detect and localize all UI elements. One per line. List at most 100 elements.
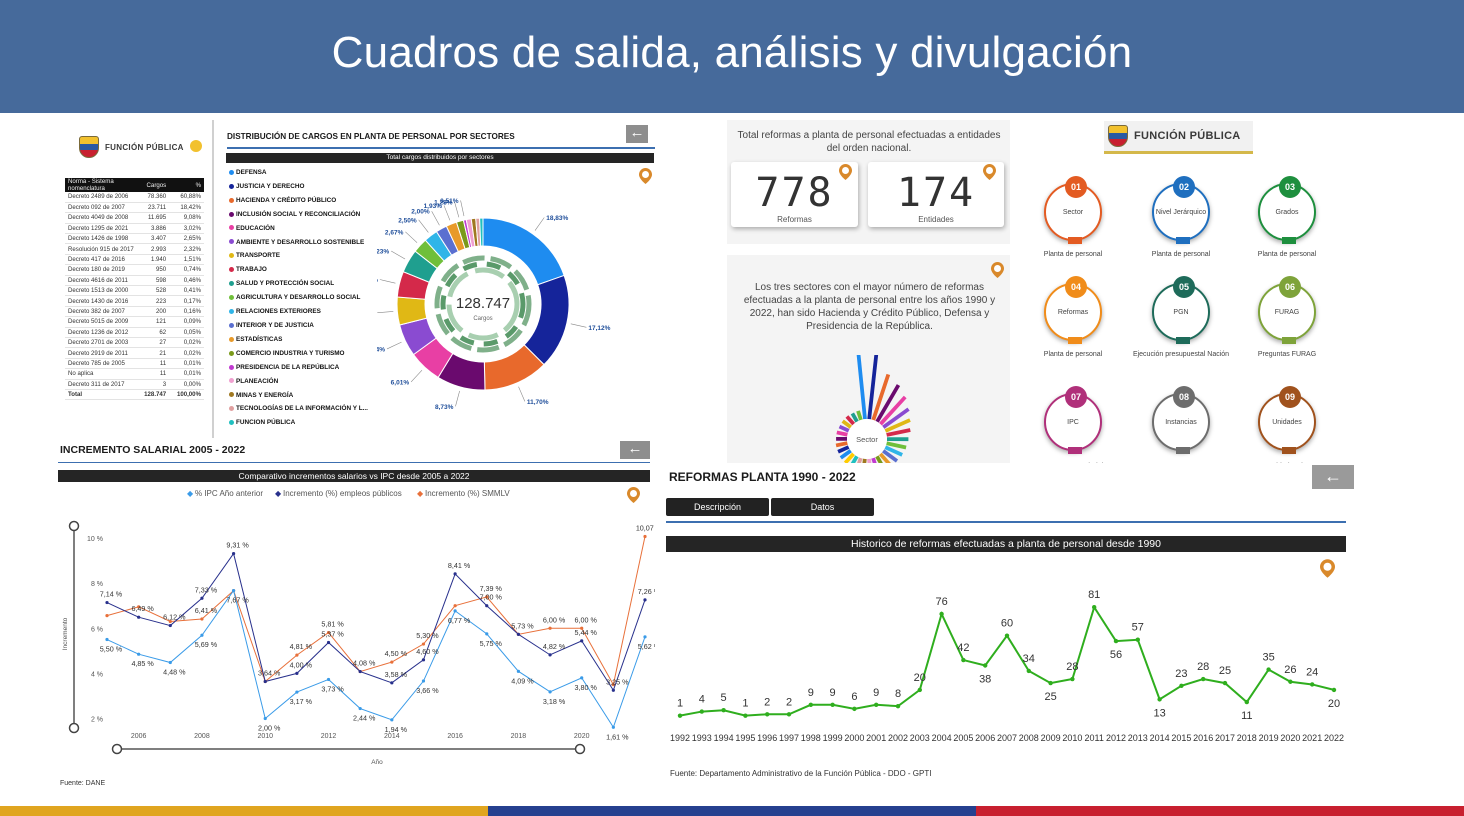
- reformas-point[interactable]: [808, 702, 813, 707]
- series-point[interactable]: [390, 681, 394, 685]
- table-row[interactable]: Decreto 1430 de 2016 223 0,17%: [65, 295, 204, 307]
- x-range-slider-handle[interactable]: [574, 743, 586, 755]
- table-row[interactable]: Decreto 180 de 2019 950 0,74%: [65, 264, 204, 276]
- legend-item[interactable]: INTERIOR Y DE JUSTICIA: [229, 319, 368, 333]
- legend-label[interactable]: Incremento (%) empleos públicos: [283, 489, 402, 498]
- legend-item[interactable]: ESTADÍSTICAS: [229, 333, 368, 347]
- series-point[interactable]: [453, 609, 457, 613]
- legend-item[interactable]: SALUD Y PROTECCIÓN SOCIAL: [229, 277, 368, 291]
- table-row[interactable]: Decreto 2919 de 2011 21 0,02%: [65, 347, 204, 359]
- series-point[interactable]: [231, 552, 236, 556]
- series-point[interactable]: [485, 604, 489, 608]
- sector-bar[interactable]: [884, 445, 903, 457]
- info-pin-icon[interactable]: [1320, 559, 1335, 578]
- series-point[interactable]: [326, 640, 331, 645]
- reformas-point[interactable]: [1244, 699, 1249, 705]
- table-row[interactable]: Decreto 2489 de 2006 78.360 60,88%: [65, 192, 204, 203]
- series-point[interactable]: [453, 604, 457, 608]
- menu-item-unidades[interactable]: 09 Unidades: [1258, 386, 1316, 454]
- sector-bar[interactable]: [843, 452, 855, 465]
- series-point[interactable]: [390, 660, 394, 664]
- legend-item[interactable]: MINAS Y ENERGÍA: [229, 389, 368, 403]
- donut-slice[interactable]: [479, 217, 484, 247]
- reformas-point[interactable]: [786, 712, 792, 717]
- reformas-point[interactable]: [721, 708, 726, 713]
- sector-bar[interactable]: [882, 407, 910, 429]
- sector-bar[interactable]: [867, 355, 879, 420]
- series-point[interactable]: [611, 688, 615, 692]
- legend-item[interactable]: JUSTICIA Y DERECHO: [229, 180, 368, 194]
- legend-label[interactable]: % IPC Año anterior: [195, 489, 263, 498]
- sector-bar[interactable]: [884, 418, 911, 433]
- series-point[interactable]: [231, 588, 236, 593]
- series-point[interactable]: [580, 676, 584, 680]
- table-row[interactable]: No aplica 11 0,01%: [65, 368, 204, 380]
- sector-bar[interactable]: [886, 428, 911, 437]
- info-pin-icon[interactable]: [983, 164, 996, 180]
- series-point[interactable]: [358, 706, 362, 711]
- menu-item-ipc[interactable]: 07 IPC: [1044, 386, 1102, 454]
- reformas-point[interactable]: [699, 709, 704, 714]
- series-point[interactable]: [168, 660, 172, 665]
- series-line[interactable]: [106, 552, 646, 692]
- legend-item[interactable]: HACIENDA Y CRÉDITO PÚBLICO: [229, 194, 368, 208]
- back-arrow-icon[interactable]: ←: [626, 125, 648, 143]
- series-point[interactable]: [326, 630, 331, 635]
- series-point[interactable]: [295, 671, 299, 675]
- table-row[interactable]: Decreto 1295 de 2021 3.886 3,02%: [65, 223, 204, 235]
- table-row[interactable]: Decreto 1236 de 2012 62 0,05%: [65, 327, 204, 338]
- reformas-point[interactable]: [1331, 687, 1337, 693]
- menu-item-pgn[interactable]: 05 PGN: [1152, 276, 1210, 344]
- reformas-point[interactable]: [1135, 637, 1140, 642]
- table-row[interactable]: Resolución 915 de 2017 2.993 2,32%: [65, 243, 204, 255]
- legend-item[interactable]: RELACIONES EXTERIORES: [229, 305, 368, 319]
- y-range-slider-handle[interactable]: [68, 722, 80, 734]
- info-pin-icon[interactable]: [991, 262, 1004, 278]
- series-point[interactable]: [643, 534, 647, 539]
- table-row[interactable]: Decreto 4049 de 2008 11.695 9,08%: [65, 212, 204, 224]
- series-point[interactable]: [421, 642, 426, 646]
- reformas-point[interactable]: [1266, 667, 1271, 672]
- series-point[interactable]: [105, 600, 109, 605]
- legend-item[interactable]: PLANEACIÓN: [229, 375, 368, 389]
- series-point[interactable]: [421, 658, 426, 662]
- reformas-point[interactable]: [1201, 676, 1206, 682]
- reformas-point[interactable]: [1113, 638, 1119, 644]
- reformas-point[interactable]: [1004, 633, 1010, 638]
- sector-bar[interactable]: [856, 410, 863, 421]
- series-line[interactable]: [106, 536, 646, 687]
- info-pin-icon[interactable]: [627, 487, 640, 503]
- menu-item-nivel-jerárquico[interactable]: 02 Nivel Jerárquico: [1152, 176, 1210, 244]
- series-point[interactable]: [295, 653, 299, 657]
- series-point[interactable]: [137, 615, 141, 619]
- table-row[interactable]: Decreto 311 de 2017 3 0,00%: [65, 379, 204, 390]
- reformas-point[interactable]: [677, 713, 683, 718]
- legend-item[interactable]: EDUCACIÓN: [229, 222, 368, 236]
- series-point[interactable]: [168, 623, 172, 628]
- series-point[interactable]: [485, 632, 489, 636]
- lightbulb-icon[interactable]: [190, 140, 202, 152]
- menu-item-instancias[interactable]: 08 Instancias: [1152, 386, 1210, 454]
- series-point[interactable]: [548, 690, 552, 694]
- series-point[interactable]: [358, 669, 362, 674]
- series-point[interactable]: [168, 619, 172, 624]
- sector-bar[interactable]: [886, 441, 907, 450]
- reformas-point[interactable]: [1222, 680, 1228, 686]
- info-pin-icon[interactable]: [639, 168, 652, 184]
- table-row[interactable]: Decreto 5015 de 2009 121 0,09%: [65, 316, 204, 328]
- legend-item[interactable]: TECNOLOGÍAS DE LA INFORMACIÓN Y L...: [229, 402, 368, 416]
- series-point[interactable]: [295, 690, 299, 694]
- reformas-point[interactable]: [830, 702, 835, 707]
- reformas-point[interactable]: [1048, 680, 1053, 686]
- y-range-slider-handle[interactable]: [68, 520, 80, 532]
- series-point[interactable]: [200, 617, 204, 621]
- sector-bar[interactable]: [841, 419, 852, 429]
- back-arrow-icon[interactable]: ←: [620, 441, 650, 459]
- col-header-cargos[interactable]: Cargos: [136, 178, 170, 192]
- back-arrow-icon[interactable]: ←: [1312, 465, 1354, 489]
- table-row[interactable]: Decreto 2701 de 2003 27 0,02%: [65, 337, 204, 349]
- sector-bar[interactable]: [837, 445, 850, 454]
- legend-item[interactable]: COMERCIO INDUSTRIA Y TURISMO: [229, 347, 368, 361]
- series-point[interactable]: [105, 637, 109, 642]
- table-row[interactable]: Decreto 417 de 2016 1.940 1,51%: [65, 254, 204, 266]
